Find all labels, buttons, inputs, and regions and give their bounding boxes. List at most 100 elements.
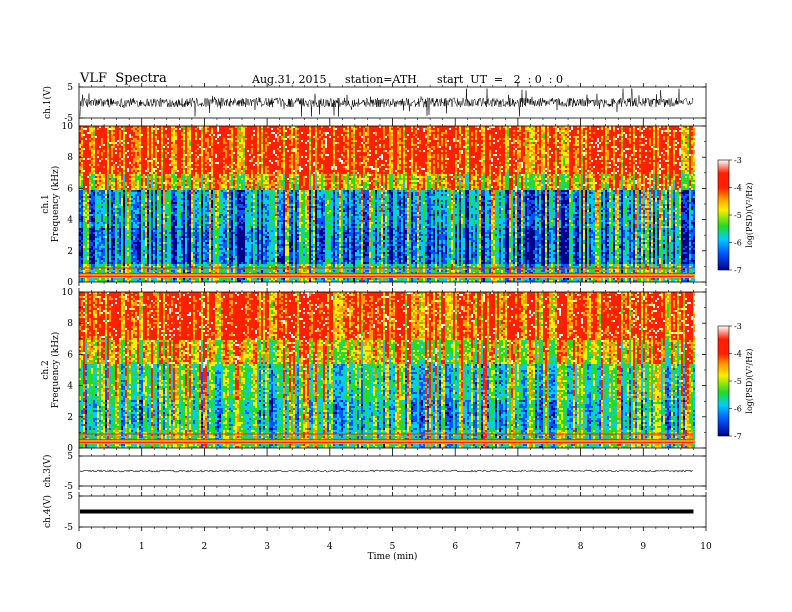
spectrogram-cell bbox=[175, 182, 177, 184]
spectrogram-cell bbox=[163, 202, 165, 204]
spectrogram-cell bbox=[165, 262, 167, 264]
spectrogram-cell bbox=[217, 134, 219, 136]
spectrogram-cell bbox=[137, 188, 139, 190]
spectrogram-cell bbox=[207, 152, 209, 154]
spectrogram-cell bbox=[201, 164, 203, 166]
spectrogram-cell bbox=[237, 128, 239, 130]
spectrogram-cell bbox=[145, 232, 147, 234]
spectrogram-cell bbox=[237, 138, 239, 140]
spectrogram-cell bbox=[153, 180, 155, 182]
spectrogram-cell bbox=[205, 240, 207, 242]
spectrogram-cell bbox=[189, 204, 191, 206]
spectrogram-cell bbox=[137, 246, 139, 248]
spectrogram-cell bbox=[163, 250, 165, 252]
spectrogram-cell bbox=[203, 278, 205, 280]
spectrogram-cell bbox=[97, 262, 99, 264]
spectrogram-cell bbox=[165, 228, 167, 230]
spectrogram-cell bbox=[99, 264, 101, 266]
spectrogram-cell bbox=[203, 180, 205, 182]
spectrogram-cell bbox=[167, 202, 169, 204]
spectrogram-cell bbox=[87, 226, 89, 228]
spectrogram-cell bbox=[157, 220, 159, 222]
spectrogram-cell bbox=[211, 158, 213, 160]
spectrogram-cell bbox=[217, 142, 219, 144]
spectrogram-cell bbox=[107, 206, 109, 208]
spectrogram-cell bbox=[237, 246, 239, 248]
spectrogram-cell bbox=[183, 226, 185, 228]
spectrogram-cell bbox=[117, 182, 119, 184]
spectrogram-cell bbox=[231, 154, 233, 156]
spectrogram-cell bbox=[81, 154, 83, 156]
spectrogram-cell bbox=[173, 146, 175, 148]
spectrogram-cell bbox=[135, 188, 137, 190]
spectrogram-cell bbox=[119, 160, 121, 162]
spectrogram-cell bbox=[139, 158, 141, 160]
spectrogram-cell bbox=[151, 244, 153, 246]
spectrogram-cell bbox=[153, 242, 155, 244]
spectrogram-cell bbox=[123, 132, 125, 134]
spectrogram-cell bbox=[223, 142, 225, 144]
spectrogram-cell bbox=[81, 224, 83, 226]
spectrogram-cell bbox=[89, 232, 91, 234]
spectrogram-cell bbox=[211, 254, 213, 256]
spectrogram-cell bbox=[161, 264, 163, 266]
spectrogram-cell bbox=[139, 214, 141, 216]
spectrogram-cell bbox=[123, 198, 125, 200]
spectrogram-cell bbox=[187, 188, 189, 190]
spectrogram-cell bbox=[217, 212, 219, 214]
spectrogram-cell bbox=[125, 152, 127, 154]
spectrogram-cell bbox=[105, 258, 107, 260]
spectrogram-cell bbox=[103, 180, 105, 182]
spectrogram-cell bbox=[95, 232, 97, 234]
spectrogram-cell bbox=[203, 244, 205, 246]
spectrogram-cell bbox=[167, 262, 169, 264]
spectrogram-cell bbox=[175, 210, 177, 212]
spectrogram-cell bbox=[203, 256, 205, 258]
chart-svg: 5-5ch.1(V)0246810ch.1 Frequency (kHz)-3-4… bbox=[0, 0, 792, 612]
spectrogram-cell bbox=[147, 156, 149, 158]
spectrogram-cell bbox=[99, 218, 101, 220]
spectrogram-cell bbox=[133, 252, 135, 254]
spectrogram-cell bbox=[225, 208, 227, 210]
spectrogram-cell bbox=[229, 188, 231, 190]
spectrogram-cell bbox=[89, 214, 91, 216]
spectrogram-cell bbox=[103, 144, 105, 146]
spectrogram-cell bbox=[165, 188, 167, 190]
spectrogram-cell bbox=[189, 174, 191, 176]
spectrogram-cell bbox=[235, 218, 237, 220]
spectrogram-cell bbox=[85, 212, 87, 214]
spectrogram-cell bbox=[175, 174, 177, 176]
spectrogram-cell bbox=[181, 174, 183, 176]
spectrogram-cell bbox=[145, 186, 147, 188]
spectrogram-cell bbox=[151, 160, 153, 162]
spectrogram-cell bbox=[205, 260, 207, 262]
spectrogram-cell bbox=[83, 258, 85, 260]
spectrogram-cell bbox=[217, 208, 219, 210]
spectrogram-cell bbox=[83, 128, 85, 130]
spectrogram-cell bbox=[109, 248, 111, 250]
spectrogram-cell bbox=[125, 234, 127, 236]
spectrogram-cell bbox=[135, 138, 137, 140]
spectrogram-cell bbox=[149, 214, 151, 216]
spectrogram-cell bbox=[97, 242, 99, 244]
spectrogram-cell bbox=[189, 132, 191, 134]
spectrogram-cell bbox=[213, 250, 215, 252]
spectrogram-cell bbox=[147, 180, 149, 182]
spectrogram-cell bbox=[129, 174, 131, 176]
spectrogram-cell bbox=[233, 262, 235, 264]
spectrogram-cell bbox=[131, 192, 133, 194]
spectrogram-cell bbox=[157, 256, 159, 258]
spectrogram-cell bbox=[101, 264, 103, 266]
spectrogram-cell bbox=[137, 238, 139, 240]
spectrogram-cell bbox=[155, 184, 157, 186]
spectrogram-cell bbox=[103, 202, 105, 204]
spectrogram-cell bbox=[201, 190, 203, 192]
spectrogram-cell bbox=[197, 222, 199, 224]
spectrogram-cell bbox=[133, 244, 135, 246]
spectrogram-cell bbox=[107, 148, 109, 150]
spectrogram-cell bbox=[95, 258, 97, 260]
spectrogram-cell bbox=[121, 236, 123, 238]
spectrogram-cell bbox=[197, 258, 199, 260]
spectrogram-cell bbox=[179, 256, 181, 258]
spectrogram-cell bbox=[153, 186, 155, 188]
